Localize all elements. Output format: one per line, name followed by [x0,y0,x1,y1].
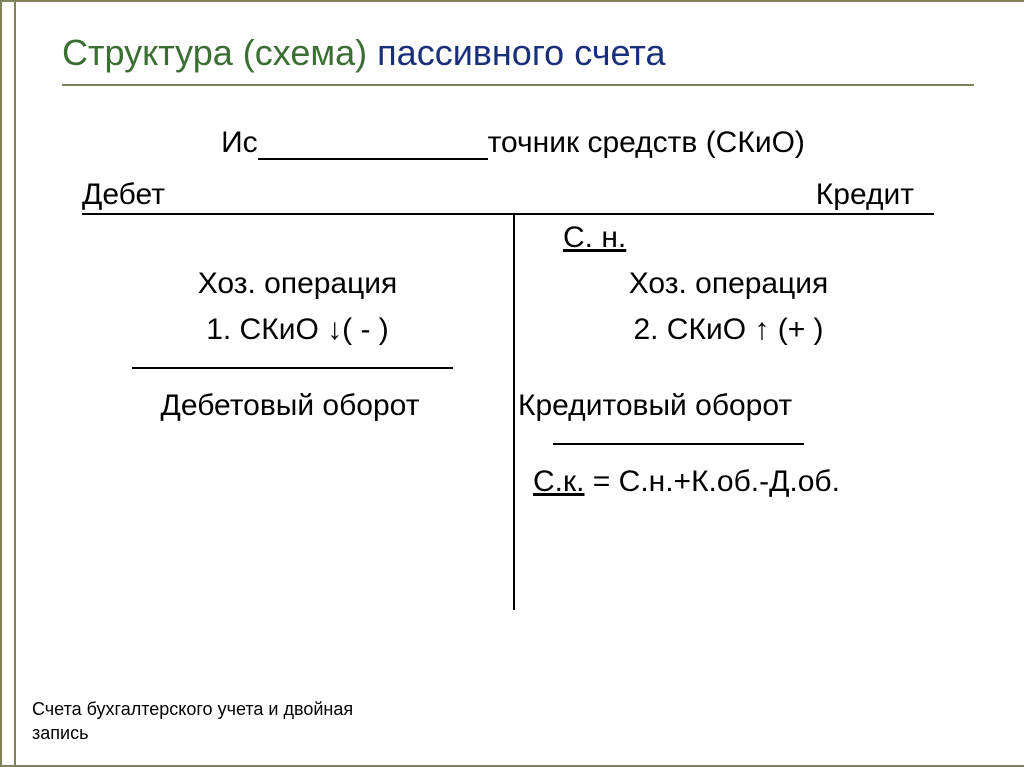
skio-right: 2. СКиО ↑ (+ ) [513,307,944,353]
credit-label: Кредит [816,178,944,212]
slide-title: Структура (схема) пассивного счета [62,32,974,74]
hline-right [553,443,804,445]
turnover-right: Кредитовый оборот [513,383,944,429]
title-bar: Структура (схема) пассивного счета [62,32,974,86]
hline2-left-cell [82,438,513,450]
cell-sn-left [82,232,513,244]
op-left: Хоз. операция [82,261,513,307]
hline-left [132,367,453,369]
sk-formula: = С.н.+К.об.-Д.об. [584,465,839,498]
hline-left-cell [82,353,513,383]
t-account: С. н. Хоз. операция Хоз. операция 1. СКи… [82,215,944,505]
turnover-left: Дебетовый оборот [82,383,513,429]
cell-sn-right: С. н. [513,215,944,261]
title-part1: Структура (схема) [62,32,367,73]
hline-right-cell [513,362,944,374]
sn-label: С. н. [533,221,626,254]
slide-frame: Структура (схема) пассивного счета Ис точ… [0,0,1024,767]
skio-left: 1. СКиО ↓( - ) [82,307,513,353]
footer: Счета бухгалтерского учета и двойная зап… [32,698,353,745]
footer-line1: Счета бухгалтерского учета и двойная [32,698,353,721]
source-row: Ис точник средств (СКиО) [82,126,944,160]
source-prefix: Ис [221,126,258,159]
footer-line2: запись [32,722,353,745]
source-suffix: точник средств (СКиО) [488,126,805,159]
op-right: Хоз. операция [513,261,944,307]
debit-credit-header: Дебет Кредит [82,178,944,215]
content-area: Ис точник средств (СКиО) Дебет Кредит С. … [52,126,974,505]
sk-label: С.к. [533,465,584,498]
sk-left [82,476,513,488]
source-underline [258,132,488,160]
title-part2: пассивного счета [377,32,665,73]
debit-label: Дебет [82,178,165,212]
t-vertical-line [513,215,515,610]
sk-right: С.к. = С.н.+К.об.-Д.об. [513,459,944,505]
hline2-right-cell [513,429,944,459]
